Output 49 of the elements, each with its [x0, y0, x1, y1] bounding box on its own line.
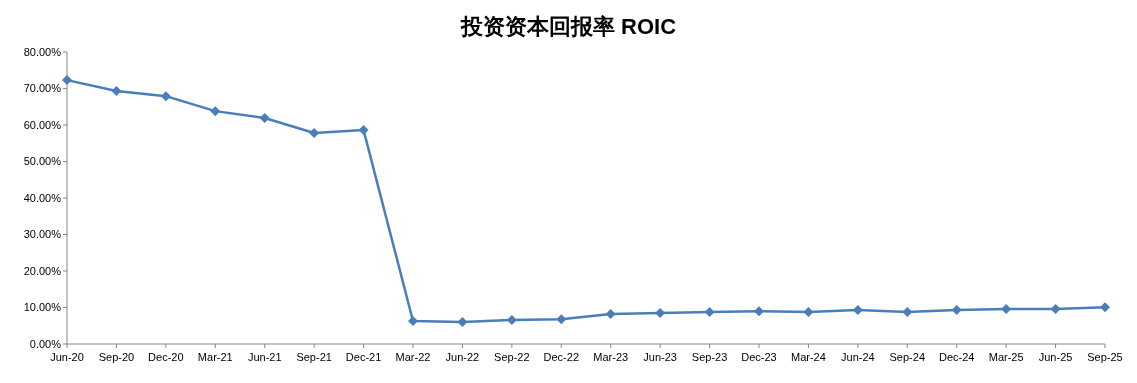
x-tick-label: Sep-24 — [889, 351, 926, 363]
x-tick-label: Sep-21 — [296, 351, 332, 363]
x-tick-label: Dec-23 — [741, 351, 777, 363]
x-tick-label: Mar-21 — [197, 351, 233, 363]
point — [902, 306, 913, 317]
y-tick-label: 20.00% — [23, 264, 62, 277]
chart-title: 投资资本回报率 ROIC — [459, 14, 677, 39]
x-tick-label: Sep-23 — [691, 351, 728, 363]
y-tick-label: 0.00% — [29, 337, 62, 350]
x-tick-label: Jun-21 — [247, 351, 282, 363]
x-tick-label: Jun-20 — [50, 351, 84, 363]
point — [210, 106, 221, 117]
y-tick-label: 70.00% — [23, 82, 62, 95]
x-tick-label: Jun-25 — [1038, 351, 1073, 363]
point — [803, 306, 814, 317]
x-tick-label: Dec-24 — [938, 351, 975, 363]
x-tick-label: Sep-20 — [98, 351, 135, 363]
y-tick-label: 50.00% — [23, 155, 62, 168]
point — [259, 113, 270, 124]
point — [358, 125, 369, 136]
x-tick-label: Mar-23 — [593, 351, 629, 363]
point — [111, 86, 122, 97]
x-tick-label: Jun-23 — [643, 351, 677, 363]
x-tick-label: Dec-22 — [543, 351, 580, 363]
point — [408, 316, 418, 327]
point — [1100, 302, 1110, 313]
point — [457, 317, 468, 328]
x-tick-label: Jun-24 — [841, 351, 875, 363]
point — [556, 314, 567, 325]
x-tick-label: Mar-24 — [791, 351, 826, 363]
x-tick-label: Jun-22 — [445, 351, 480, 363]
point — [1050, 303, 1061, 314]
y-tick-label: 30.00% — [23, 228, 62, 241]
point — [951, 305, 962, 316]
x-tick-label: Mar-25 — [988, 351, 1024, 363]
x-tick-label: Sep-25 — [1087, 351, 1123, 363]
x-tick-label: Sep-22 — [494, 351, 530, 363]
point — [605, 309, 616, 320]
point — [160, 91, 171, 102]
y-tick-label: 40.00% — [23, 191, 62, 204]
y-tick-label: 10.00% — [23, 301, 62, 314]
x-tick-label: Dec-21 — [345, 351, 382, 363]
x-tick-label: Dec-20 — [148, 351, 184, 363]
point — [704, 306, 715, 317]
y-tick-label: 80.00% — [23, 45, 62, 58]
point — [62, 75, 72, 86]
y-tick-label: 60.00% — [23, 118, 62, 131]
point — [754, 306, 764, 317]
x-tick-label: Mar-22 — [395, 351, 431, 363]
